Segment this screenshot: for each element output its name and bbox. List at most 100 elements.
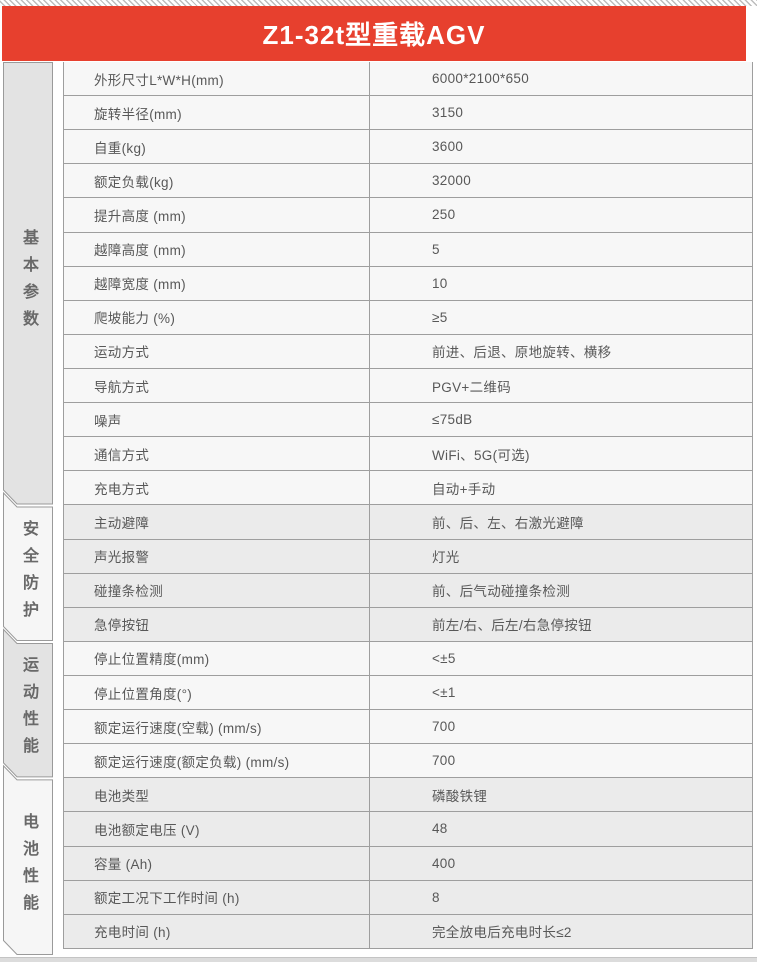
param-value-cell: <±1 — [432, 685, 456, 701]
sidebar-section-block — [3, 628, 53, 778]
param-value-cell: 10 — [432, 275, 448, 291]
table-row: 停止位置角度(°) <±1 — [64, 675, 752, 711]
param-label-cell: 充电时间 (h) — [64, 914, 370, 948]
table-section: 外形尺寸L*W*H(mm) 6000*2100*650 旋转半径(mm) 3150 自重… — [64, 62, 752, 506]
table-row: 外形尺寸L*W*H(mm) 6000*2100*650 — [64, 62, 752, 97]
param-value-cell: 250 — [432, 207, 456, 223]
param-label-cell: 电池额定电压 (V) — [64, 812, 370, 846]
table-row: 声光报警 灯光 — [64, 539, 752, 574]
sidebar-section-label: 基本参数 — [3, 63, 53, 505]
table-row: 额定运行速度(空载) (mm/s) 700 — [64, 710, 752, 745]
table-row: 额定运行速度(额定负载) (mm/s) 700 — [64, 744, 752, 779]
param-label-cell: 碰撞条检测 — [64, 573, 370, 607]
table-row: 额定负载(kg) 32000 — [64, 164, 752, 199]
table-section: 停止位置精度(mm) <±5 停止位置角度(°) <±1 额定运行速度(空载) (mm/… — [64, 641, 752, 779]
param-value-cell: 3150 — [432, 105, 464, 121]
table-row: 通信方式 WiFi、5G(可选) — [64, 437, 752, 472]
table-section: 电池类型 磷酸铁锂电池额定电压 (V) 48 容量 (Ah) 400 额定工况下工作时间 … — [64, 778, 752, 949]
table-row: 噪声 ≤75dB — [64, 403, 752, 438]
sidebar-section-shapes — [3, 62, 53, 955]
table-row: 电池类型 磷酸铁锂 — [64, 778, 752, 813]
table-row: 爬坡能力 (%) ≥5 — [64, 300, 752, 335]
param-label-cell: 容量 (Ah) — [64, 846, 370, 880]
param-value-cell: WiFi、5G(可选) — [432, 447, 530, 463]
table-row: 充电方式 自动+手动 — [64, 471, 752, 506]
param-value-cell: 6000*2100*650 — [432, 71, 529, 87]
table-row: 提升高度 (mm) 250 — [64, 198, 752, 233]
param-value-cell: 32000 — [432, 173, 472, 189]
sidebar-section-block — [3, 62, 53, 505]
param-label-cell: 额定运行速度(空载) (mm/s) — [64, 710, 370, 744]
table-section: 主动避障 前、后、左、右激光避障声光报警 灯光碰撞条检测 前、后气动碰撞条检测急停按钮… — [64, 505, 752, 642]
param-label-cell: 旋转半径(mm) — [64, 96, 370, 130]
specification-table: 外形尺寸L*W*H(mm) 6000*2100*650 旋转半径(mm) 3150 自重… — [63, 62, 753, 949]
sidebar-section-label-text: 电池性能 — [20, 813, 37, 922]
param-label-cell: 噪声 — [64, 403, 370, 437]
title-banner: Z1-32t型重载AGV — [2, 6, 746, 61]
param-value-cell: PGV+二维码 — [432, 379, 511, 395]
param-value-cell: 48 — [432, 821, 448, 837]
param-value-cell: 8 — [432, 889, 440, 905]
param-label-cell: 导航方式 — [64, 368, 370, 403]
param-value-cell: 前左/右、后左/右急停按钮 — [432, 618, 592, 634]
param-value-cell: 磷酸铁锂 — [432, 788, 488, 804]
param-value-cell: 700 — [432, 719, 456, 735]
sidebar-section-label: 安全防护 — [3, 507, 53, 640]
param-value-cell: 前进、后退、原地旋转、横移 — [432, 345, 612, 361]
sidebar-section-label: 电池性能 — [3, 780, 53, 955]
param-value-cell: 5 — [432, 241, 440, 257]
param-value-cell: ≥5 — [432, 309, 448, 325]
param-label-cell: 外形尺寸L*W*H(mm) — [64, 62, 370, 96]
param-value-cell: 自动+手动 — [432, 481, 496, 497]
table-row: 充电时间 (h) 完全放电后充电时长≤2 — [64, 914, 752, 949]
sidebar-section-label-text: 运动性能 — [20, 656, 37, 765]
param-value-cell: 700 — [432, 753, 456, 769]
param-label-cell: 提升高度 (mm) — [64, 198, 370, 232]
sidebar-section-label-text: 基本参数 — [20, 229, 37, 338]
table-row: 旋转半径(mm) 3150 — [64, 96, 752, 131]
table-row: 导航方式 PGV+二维码 — [64, 368, 752, 404]
table-row: 额定工况下工作时间 (h) 8 — [64, 880, 752, 915]
param-label-cell: 电池类型 — [64, 778, 370, 812]
param-label-cell: 爬坡能力 (%) — [64, 300, 370, 334]
table-row: 急停按钮 前左/右、后左/右急停按钮 — [64, 607, 752, 642]
decorative-hatch-border — [0, 0, 757, 6]
param-label-cell: 主动避障 — [64, 505, 370, 539]
param-value-cell: 400 — [432, 855, 456, 871]
table-row: 容量 (Ah) 400 — [64, 846, 752, 881]
table-row: 主动避障 前、后、左、右激光避障 — [64, 505, 752, 540]
sidebar-section-block — [3, 764, 53, 955]
param-label-cell: 额定运行速度(额定负载) (mm/s) — [64, 744, 370, 778]
table-row: 碰撞条检测 前、后气动碰撞条检测 — [64, 573, 752, 608]
table-row: 越障宽度 (mm) 10 — [64, 266, 752, 301]
table-row: 运动方式 前进、后退、原地旋转、横移 — [64, 334, 752, 369]
param-label-cell: 越障高度 (mm) — [64, 232, 370, 266]
table-row: 停止位置精度(mm) <±5 — [64, 641, 752, 676]
param-label-cell: 充电方式 — [64, 471, 370, 505]
param-label-cell: 通信方式 — [64, 437, 370, 471]
param-value-cell: <±5 — [432, 650, 456, 666]
param-value-cell: 3600 — [432, 139, 464, 155]
param-label-cell: 运动方式 — [64, 334, 370, 368]
table-row: 自重(kg) 3600 — [64, 130, 752, 165]
param-label-cell: 急停按钮 — [64, 607, 370, 641]
table-row: 越障高度 (mm) 5 — [64, 232, 752, 267]
param-label-cell: 额定工况下工作时间 (h) — [64, 880, 370, 914]
param-label-cell: 停止位置角度(°) — [64, 675, 370, 710]
sidebar-section-label-text: 安全防护 — [20, 519, 37, 628]
param-value-cell: 灯光 — [432, 550, 460, 566]
param-label-cell: 额定负载(kg) — [64, 164, 370, 198]
decorative-bottom-strip — [0, 957, 757, 962]
table-row: 电池额定电压 (V) 48 — [64, 812, 752, 847]
param-value-cell: ≤75dB — [432, 412, 473, 428]
page-title: Z1-32t型重载AGV — [262, 20, 486, 50]
param-value-cell: 前、后、左、右激光避障 — [432, 515, 584, 531]
param-value-cell: 前、后气动碰撞条检测 — [432, 584, 570, 600]
param-label-cell: 声光报警 — [64, 539, 370, 573]
sidebar-section-block — [3, 491, 53, 641]
param-label-cell: 停止位置精度(mm) — [64, 641, 370, 675]
sidebar-section-label: 运动性能 — [3, 643, 53, 776]
param-label-cell: 自重(kg) — [64, 130, 370, 164]
param-value-cell: 完全放电后充电时长≤2 — [432, 925, 572, 941]
param-label-cell: 越障宽度 (mm) — [64, 266, 370, 300]
